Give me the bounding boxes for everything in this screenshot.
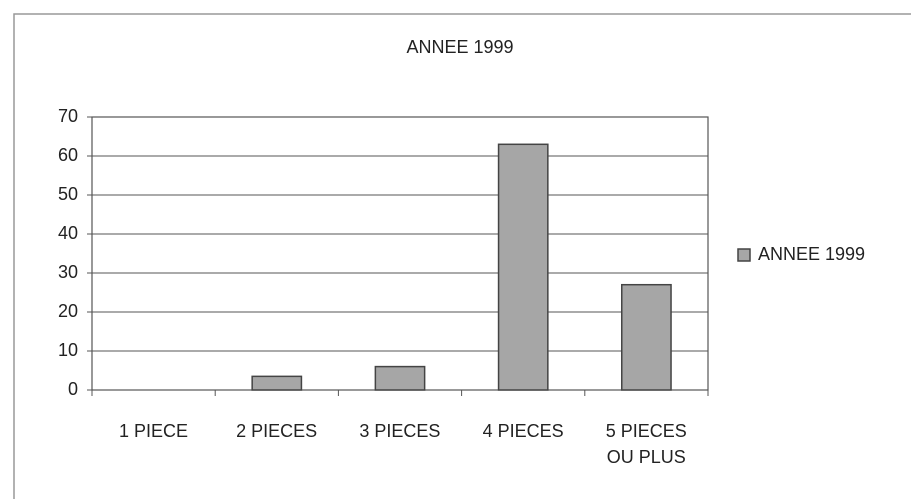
plot-frame <box>91 116 709 391</box>
chart-frame <box>13 13 911 499</box>
y-tick-label: 0 <box>68 379 78 399</box>
y-tick-label: 20 <box>58 301 78 321</box>
y-tick-label: 40 <box>58 223 78 243</box>
x-tick-label: 4 PIECES <box>482 421 564 441</box>
chart-title: ANNEE 1999 <box>406 37 513 57</box>
x-tick-label: 1 PIECE <box>118 421 189 441</box>
legend-swatch <box>737 248 751 262</box>
y-tick-label: 70 <box>58 106 78 126</box>
y-tick-label: 30 <box>58 262 78 282</box>
bar <box>497 143 549 391</box>
x-tick-label: 5 PIECES OU PLUS <box>605 421 687 467</box>
x-tick-label: 2 PIECES <box>236 421 318 441</box>
x-tick-label: 3 PIECES <box>359 421 441 441</box>
y-tick-label: 60 <box>58 145 78 165</box>
bar <box>251 375 303 391</box>
y-tick-label: 50 <box>58 184 78 204</box>
bar <box>374 365 426 391</box>
y-tick-label: 10 <box>58 340 78 360</box>
legend-label: ANNEE 1999 <box>758 244 865 264</box>
bar <box>621 283 672 391</box>
